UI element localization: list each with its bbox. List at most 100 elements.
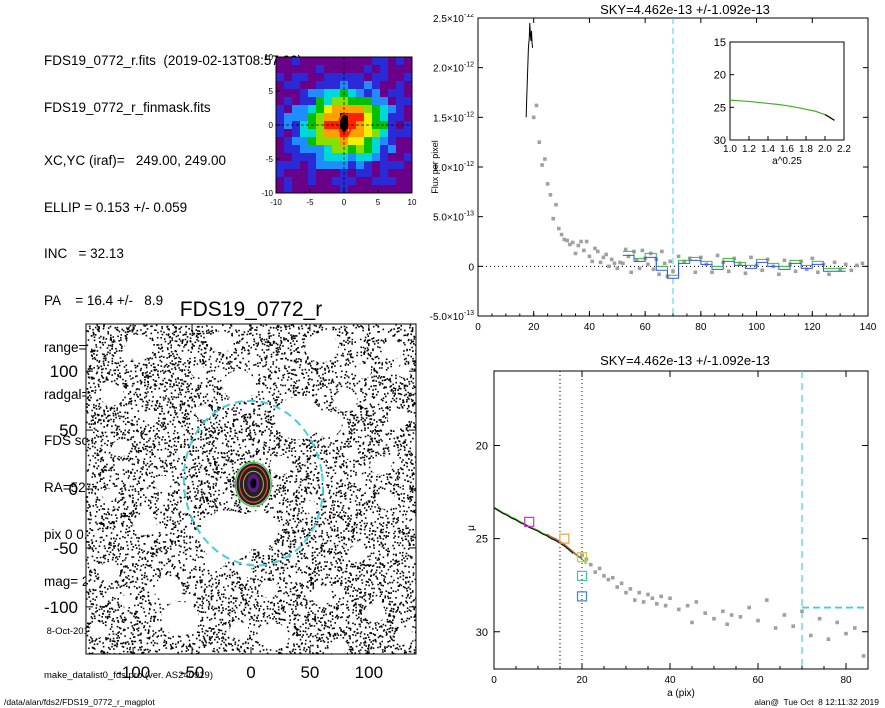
sky-point [584,239,589,244]
heatmap-cell [300,105,309,114]
heatmap-cell [316,185,325,194]
heatmap-cell [300,137,309,146]
inset-xtick-label: 1.4 [761,144,775,155]
sky-point [637,266,642,271]
thumb-xtick-label: -5 [306,198,314,207]
heatmap-cell [308,89,317,98]
sb-point [703,611,707,615]
heatmap-cell [388,185,397,194]
header-line-2: FDS19_0772_r_finmask.fits [44,99,211,115]
image-ytick-label: 100 [50,362,78,381]
heatmap-cell [364,185,373,194]
heatmap-cell [300,81,309,90]
heatmap-cell [396,121,405,130]
heatmap-cell [324,105,333,114]
sky-point [660,249,664,254]
mask-blob [394,627,414,645]
heatmap-cell [284,137,293,146]
heatmap-cell [380,73,389,82]
heatmap-cell [308,177,317,186]
heatmap-cell [404,113,413,122]
sky-point [760,268,764,273]
heatmap-cell [364,145,373,154]
sky-point [537,140,542,144]
mask-blob [111,439,131,457]
heatmap-cell [396,89,405,98]
heatmap-cell [380,185,389,194]
sky-xtick-label: 0 [475,322,481,333]
heatmap-cell [324,129,333,138]
heatmap-cell [364,137,373,146]
mask-blob [161,601,200,636]
heatmap-cell [372,105,381,114]
heatmap-cell [316,137,325,146]
heatmap-cell [332,81,341,90]
image-xtick-label: 0 [246,663,255,682]
heatmap-cell [396,161,405,170]
sb-marker [559,533,570,544]
heatmap-cell [332,137,341,146]
sb-ytick-label: 20 [476,441,488,453]
sb-profile-green [493,506,587,565]
heatmap-cell [364,57,373,66]
heatmap-cell [404,97,413,106]
thumb-xtick-label: 0 [342,198,347,207]
heatmap-cell [396,153,405,162]
sky-point [749,255,753,260]
heatmap-cell [380,89,389,98]
mask-blob [302,500,317,514]
sb-point [628,587,633,591]
heatmap-cell [324,185,333,194]
heatmap-cell [300,121,309,130]
sb-point [602,574,606,578]
sb-marker [576,552,588,563]
sb-point [619,581,624,586]
heatmap-cell [324,57,333,66]
heatmap-cell [308,137,317,146]
sky-xtick-label: 40 [584,322,596,333]
heatmap-cell [284,73,293,82]
sky-point [568,242,572,247]
heatmap-cell [388,73,397,82]
heatmap-cell [324,113,333,122]
heatmap-cell [396,113,405,122]
sb-xtick-label: 80 [840,675,852,686]
sb-point [738,615,743,619]
sb-profile-red [546,533,583,559]
heatmap-cell [388,113,397,122]
heatmap-cell [284,57,293,66]
sb-point [800,609,804,614]
inset-xtick-label: 1.8 [799,144,813,155]
heatmap-cell [388,105,397,114]
sky-ytick-exp: -12 [464,62,474,69]
sky-ytick-exp: -13 [464,211,474,218]
heatmap-cell [396,73,405,82]
heatmap-cell [316,73,325,82]
heatmap-cell [372,169,381,178]
heatmap-cell [308,153,317,162]
heatmap-cell [284,161,293,170]
heatmap-cell [300,177,309,186]
mask-blob [222,370,256,401]
sb-point [844,631,848,636]
heatmap-cell [348,177,357,186]
heatmap-cell [396,97,405,106]
inset-xtick-label: 1.0 [723,144,737,155]
heatmap-cell [292,65,301,74]
heatmap-cell [276,137,285,146]
sky-point [621,261,625,266]
sb-point [685,603,690,608]
heatmap-cell [396,129,405,138]
heatmap-cell [404,65,413,74]
heatmap-cell [276,97,285,106]
inset-xtick-label: 2.2 [837,144,851,155]
heatmap-cell [348,113,357,122]
mask-blob [347,545,367,563]
heatmap-cell [324,137,333,146]
heatmap-cell [372,153,381,162]
sb-point [773,626,778,630]
heatmap-cell [396,105,405,114]
sb-point [729,613,734,617]
heatmap-cell [308,97,317,106]
header-line-5: INC = 32.13 [44,246,124,262]
